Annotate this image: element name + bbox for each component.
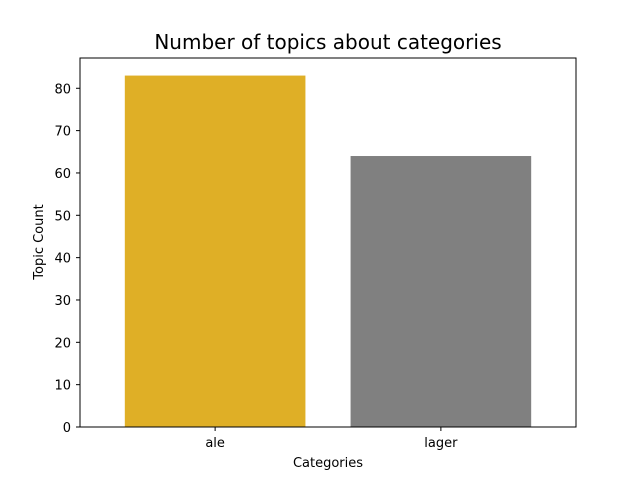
y-tick-label-0: 0: [63, 421, 71, 436]
bar-lager: [350, 156, 532, 428]
y-tick-label-20: 20: [54, 336, 71, 351]
y-tick-label-10: 10: [54, 379, 71, 394]
bar-ale: [124, 75, 306, 428]
y-tick-label-60: 60: [54, 167, 71, 182]
x-tick-label-ale: ale: [205, 436, 225, 451]
y-axis-label: Topic Count: [32, 204, 47, 280]
y-tick-label-70: 70: [54, 125, 71, 140]
y-tick-label-40: 40: [54, 252, 71, 267]
bars-group: [124, 75, 532, 428]
y-axis: 0 10 20 30 40 50 60 70 80: [54, 82, 80, 436]
x-axis: ale lager: [205, 427, 458, 451]
x-axis-label: Categories: [293, 456, 363, 471]
x-tick-label-lager: lager: [424, 436, 458, 451]
chart-title: Number of topics about categories: [154, 30, 501, 54]
y-tick-label-30: 30: [54, 294, 71, 309]
y-tick-label-80: 80: [54, 82, 71, 97]
plot-frame: [79, 57, 577, 428]
y-tick-label-50: 50: [54, 209, 71, 224]
